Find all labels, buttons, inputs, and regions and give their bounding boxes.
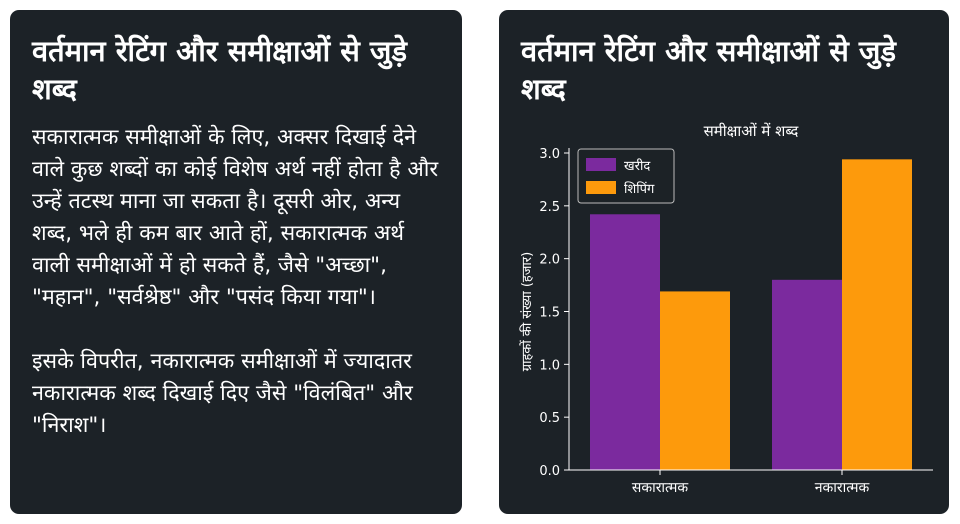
x-tick-label: सकारात्मक (632, 480, 688, 496)
y-tick-label: 0.0 (539, 464, 560, 479)
chart-panel: वर्तमान रेटिंग और समीक्षाओं से जुड़े शब्… (499, 10, 949, 514)
legend-swatch (586, 158, 616, 171)
legend-swatch (586, 181, 616, 194)
legend-label: शिपिंग (624, 181, 655, 197)
legend-label: खरीद (624, 158, 651, 174)
bar-1-2 (772, 279, 842, 470)
text-panel: वर्तमान रेटिंग और समीक्षाओं से जुड़े शब्… (10, 10, 462, 514)
bar-2-1 (660, 291, 730, 470)
panel-title: वर्तमान रेटिंग और समीक्षाओं से जुड़े शब्… (32, 34, 407, 106)
y-axis-label: ग्राहकों की संख्या (हजार) (519, 252, 535, 371)
x-tick-label: नकारात्मक (815, 480, 870, 496)
y-tick-label: 3.0 (539, 147, 560, 162)
y-tick-label: 2.0 (539, 253, 560, 268)
chart-panel-title: वर्तमान रेटिंग और समीक्षाओं से जुड़े शब्… (521, 34, 896, 106)
bar-1-1 (590, 214, 660, 470)
y-tick-label: 1.0 (539, 358, 560, 373)
y-tick-label: 1.5 (539, 306, 560, 321)
chart-title: समीक्षाओं में शब्द (704, 122, 800, 140)
y-tick-label: 0.5 (539, 411, 560, 426)
bar-chart: समीक्षाओं में शब्द ग्राहकों की संख्या (हज… (519, 122, 933, 496)
bar-2-2 (842, 159, 912, 470)
paragraph-negative: इसके विपरीत, नकारात्मक समीक्षाओं में ज्य… (32, 349, 413, 438)
paragraph-positive: सकारात्मक समीक्षाओं के लिए, अक्सर दिखाई … (32, 125, 439, 310)
y-tick-label: 2.5 (539, 200, 560, 215)
